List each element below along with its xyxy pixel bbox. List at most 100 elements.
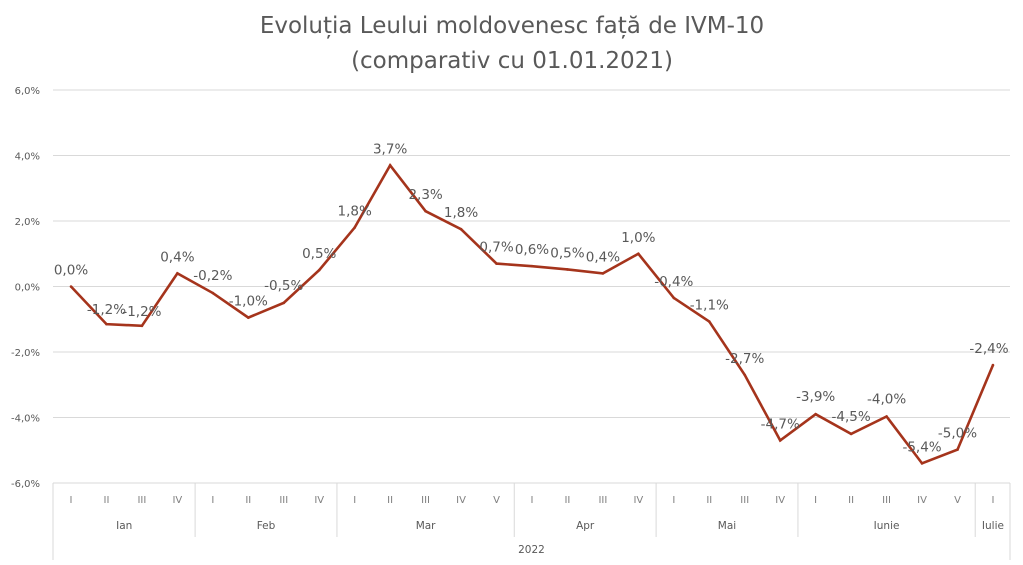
y-tick-label: 6,0% — [15, 86, 40, 97]
data-point — [743, 373, 747, 377]
x-month-label: Mai — [718, 520, 736, 532]
data-point — [920, 462, 924, 465]
data-label: -4,5% — [832, 409, 871, 425]
x-tick-week-label: III — [598, 495, 607, 506]
chart-title-line-1: Evoluția Leului moldovenesc față de IVM-… — [260, 13, 764, 39]
x-tick-week-label: II — [387, 495, 393, 506]
gridlines — [53, 89, 1010, 418]
data-point — [353, 226, 356, 229]
data-point — [991, 363, 995, 367]
x-tick-week-label: II — [706, 495, 712, 506]
x-month-label: Apr — [576, 520, 595, 532]
data-label: 0,7% — [479, 240, 513, 256]
x-tick-week-label: II — [564, 495, 570, 506]
data-point — [814, 412, 817, 416]
data-point — [424, 209, 427, 213]
data-point — [495, 262, 498, 265]
x-tick-week-label: III — [137, 495, 146, 506]
x-month-label: Iulie — [982, 520, 1004, 532]
x-tick-week-label: I — [211, 495, 214, 506]
x-axis: I II III IV I II III IV I II III IV V I II III IV I II III I… — [52, 482, 1011, 560]
data-point — [282, 301, 286, 305]
x-tick-week-label: III — [421, 495, 430, 506]
x-tick-week-label: IV — [172, 495, 182, 506]
data-point — [672, 296, 676, 300]
x-year-label: 2022 — [518, 544, 545, 556]
data-label: 1,8% — [444, 205, 478, 221]
y-axis: 6,0% 4,0% 2,0% 0,0% -2,0% -4,0% -6,0% — [11, 86, 40, 490]
data-point — [317, 268, 321, 272]
data-point — [247, 316, 250, 319]
x-tick-week-label: I — [70, 495, 73, 506]
data-label: -1,2% — [87, 302, 126, 318]
data-point — [176, 272, 179, 275]
x-tick-week-label: II — [245, 495, 251, 506]
data-point — [211, 291, 215, 295]
data-point — [849, 432, 853, 436]
x-tick-week-label: IV — [314, 495, 324, 506]
x-tick-week-label: IV — [456, 495, 466, 506]
x-tick-week-label: II — [104, 495, 110, 506]
data-point — [956, 448, 959, 451]
y-tick-label: -4,0% — [11, 414, 40, 425]
y-tick-label: 0,0% — [15, 283, 40, 294]
y-tick-label: -6,0% — [11, 479, 40, 490]
y-tick-label: 2,0% — [15, 217, 40, 228]
data-label: 1,0% — [621, 230, 655, 246]
data-label: 0,5% — [550, 245, 584, 261]
data-label: -4,7% — [761, 416, 800, 432]
data-point — [140, 324, 144, 328]
data-point — [885, 415, 888, 418]
data-label: -5,4% — [902, 439, 941, 455]
y-tick-label: 4,0% — [15, 152, 40, 163]
series-line — [69, 162, 995, 465]
data-label: 0,4% — [160, 249, 194, 265]
data-label: 0,4% — [586, 249, 620, 265]
data-label: 2,3% — [408, 187, 442, 203]
data-labels: 0,0% -1,2%-1,2% 0,4% -0,2% -1,0%-0,5% 0,5% 1,8… — [54, 141, 1009, 455]
data-label: 0,6% — [515, 242, 549, 258]
data-label: -1,0% — [229, 294, 268, 310]
x-tick-week-label: IV — [775, 495, 785, 506]
data-label: -2,7% — [725, 351, 764, 367]
data-point — [778, 439, 782, 442]
data-point — [637, 252, 640, 256]
data-label: 3,7% — [373, 141, 407, 157]
x-tick-week-label: III — [882, 495, 891, 506]
x-month-label: Ian — [116, 520, 132, 532]
x-tick-week-label: I — [531, 495, 534, 506]
data-point — [566, 268, 569, 271]
x-tick-week-label: I — [672, 495, 675, 506]
data-point — [601, 272, 605, 275]
chart-title-line-2: (comparativ cu 01.01.2021) — [351, 48, 673, 74]
data-label: 0,5% — [302, 246, 336, 262]
x-tick-week-label: II — [848, 495, 854, 506]
data-point — [388, 164, 392, 167]
data-label: -1,2% — [122, 304, 161, 320]
x-tick-week-label: V — [954, 495, 961, 506]
data-label: -5,0% — [938, 426, 977, 442]
data-point — [530, 264, 534, 268]
data-label: -4,0% — [867, 392, 906, 408]
x-tick-week-label: V — [493, 495, 500, 506]
data-point — [459, 227, 463, 231]
data-label: -0,5% — [264, 278, 303, 294]
data-label: -0,2% — [193, 268, 232, 284]
x-tick-week-label: I — [991, 495, 994, 506]
data-label: 1,8% — [338, 204, 372, 220]
x-tick-week-label: III — [740, 495, 749, 506]
x-month-label: Mar — [416, 520, 436, 532]
data-label: 0,0% — [54, 263, 88, 279]
x-month-label: Feb — [257, 520, 276, 532]
data-point — [105, 322, 108, 326]
data-label: -2,4% — [969, 341, 1008, 357]
data-label: -3,9% — [796, 389, 835, 405]
x-tick-week-label: III — [279, 495, 288, 506]
data-point — [707, 320, 711, 323]
x-month-label: Iunie — [874, 520, 900, 532]
data-label: -1,1% — [690, 298, 729, 314]
x-tick-week-label: I — [814, 495, 817, 506]
y-tick-label: -2,0% — [11, 348, 40, 359]
x-tick-week-label: IV — [917, 495, 927, 506]
